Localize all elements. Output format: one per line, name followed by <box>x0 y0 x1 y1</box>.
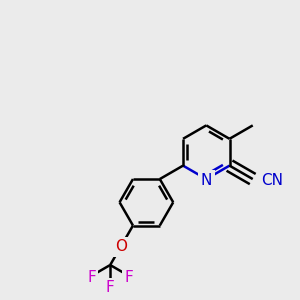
Text: N: N <box>201 173 212 188</box>
Text: O: O <box>116 239 128 254</box>
Text: F: F <box>87 270 96 285</box>
Text: CN: CN <box>261 173 283 188</box>
Text: F: F <box>106 280 115 296</box>
Text: F: F <box>124 270 133 285</box>
